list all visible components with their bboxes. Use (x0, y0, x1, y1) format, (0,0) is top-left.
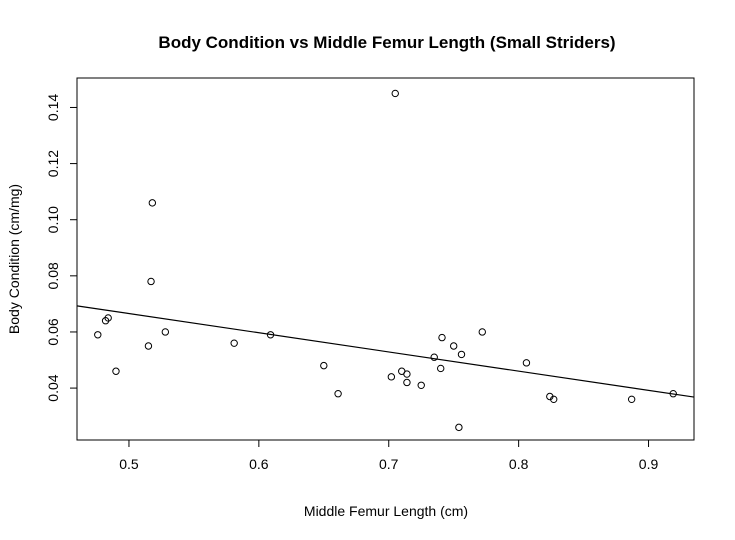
y-axis: 0.04 0.06 0.08 0.10 0.12 0.14 (45, 94, 78, 402)
data-point (387, 373, 396, 381)
y-tick-label: 0.06 (45, 318, 61, 345)
data-point (403, 378, 411, 387)
x-tick-label: 0.6 (249, 456, 269, 472)
x-tick-label: 0.8 (509, 456, 529, 472)
data-point (161, 328, 170, 336)
data-point (230, 339, 238, 347)
data-point (455, 423, 463, 432)
data-points (94, 89, 677, 432)
data-point (449, 342, 458, 350)
data-point (112, 367, 120, 375)
plot-frame (76, 77, 695, 441)
y-tick-label: 0.12 (45, 150, 61, 177)
data-point (417, 381, 425, 389)
data-point (457, 350, 466, 359)
data-point (437, 364, 445, 373)
data-point (627, 395, 636, 404)
data-point (522, 359, 531, 367)
data-point (438, 333, 446, 342)
data-point (94, 331, 102, 339)
data-point (148, 199, 157, 207)
x-axis-label: Middle Femur Length (cm) (304, 503, 468, 519)
data-point (550, 395, 558, 404)
data-point (478, 328, 486, 336)
y-tick-label: 0.14 (45, 94, 61, 121)
data-point (391, 89, 399, 98)
chart-title: Body Condition vs Middle Femur Length (S… (158, 33, 615, 52)
y-tick-label: 0.08 (45, 262, 61, 289)
data-point (430, 353, 438, 361)
data-point (266, 331, 275, 339)
x-axis: 0.5 0.6 0.7 0.8 0.9 (119, 439, 659, 472)
regression-line (76, 305, 695, 398)
y-tick-label: 0.10 (45, 206, 61, 233)
y-axis-label: Body Condition (cm/mg) (6, 184, 22, 334)
data-point (144, 342, 153, 350)
x-tick-label: 0.9 (639, 456, 659, 472)
x-tick-label: 0.5 (119, 456, 139, 472)
data-point (320, 361, 328, 370)
data-point (669, 389, 677, 398)
data-point (403, 370, 411, 378)
x-tick-label: 0.7 (379, 456, 399, 472)
data-point (334, 389, 342, 398)
y-tick-label: 0.04 (45, 374, 61, 401)
data-point (147, 277, 155, 286)
data-point (104, 314, 112, 322)
